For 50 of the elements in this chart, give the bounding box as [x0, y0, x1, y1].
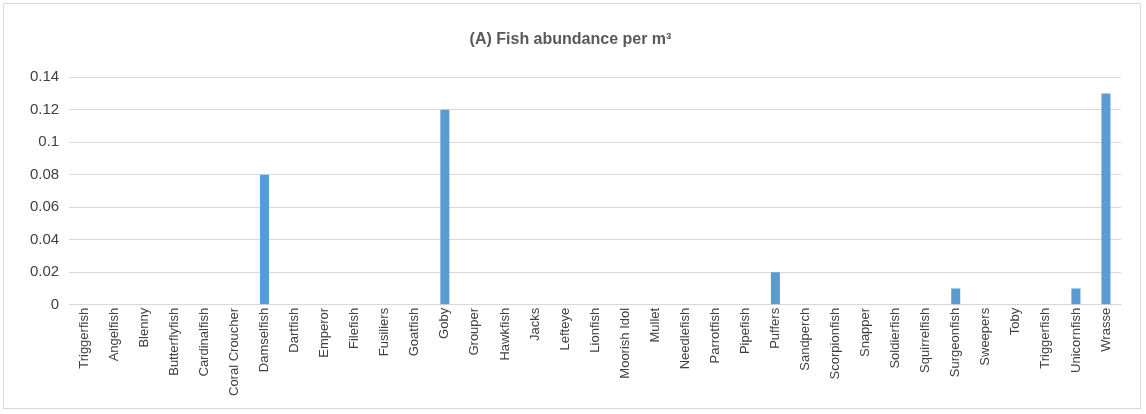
x-tick-label: Blenny [135, 307, 151, 348]
x-tick-label: Puffers [766, 307, 782, 349]
x-tick-label: Damselfish [256, 307, 272, 373]
chart-title: (A) Fish abundance per m³ [469, 30, 672, 48]
x-tick-label: Sweepers [977, 307, 993, 366]
x-tick-label: Fusiliers [376, 307, 392, 357]
x-tick-label: Triggerfish [75, 307, 91, 369]
x-tick-label: Goatfish [406, 307, 422, 357]
bar [951, 288, 961, 305]
x-tick-label: Squirrelfish [917, 307, 933, 373]
x-tick-label: Goby [436, 307, 452, 339]
x-tick-label: Sandperch [797, 307, 813, 371]
x-tick-label: Lefteye [556, 307, 572, 351]
x-tick-label: Surgeonfish [947, 307, 963, 378]
bar [260, 174, 270, 305]
x-tick-label: Unicornfish [1067, 307, 1083, 373]
y-tick-label: 0.1 [38, 132, 60, 150]
x-tick-label: Needlefish [676, 307, 692, 370]
x-tick-label: Lionfish [586, 307, 602, 353]
y-tick-label: 0.14 [29, 67, 60, 85]
x-tick-label: Emperor [316, 307, 332, 358]
x-tick-label: Snapper [857, 307, 873, 358]
bar [440, 109, 450, 305]
y-tick-label: 0.04 [29, 229, 60, 247]
x-tick-label: Jacks [526, 307, 542, 342]
x-tick-label: Parrotfish [706, 307, 722, 364]
bar [1071, 288, 1081, 305]
y-tick-label: 0.06 [29, 197, 60, 215]
x-tick-label: Coral Croucher [226, 307, 242, 397]
x-tick-label: Scorpionfish [827, 307, 843, 380]
x-tick-label: Triggerfish [1037, 307, 1053, 369]
x-tick-label: Grouper [466, 307, 482, 356]
x-tick-label: Angelfish [105, 307, 121, 362]
x-tick-label: Pipefish [736, 307, 752, 355]
bar [1101, 93, 1111, 305]
y-tick-label: 0.08 [29, 164, 60, 182]
x-tick-label: Moorish Idol [616, 307, 632, 379]
bar [770, 272, 780, 305]
x-tick-label: Mullet [646, 307, 662, 343]
x-tick-label: Butterflyfish [165, 307, 181, 376]
x-tick-label: Soldierfish [887, 307, 903, 369]
x-tick-label: Wrasse [1097, 307, 1113, 352]
x-tick-label: Toby [1007, 307, 1023, 336]
y-tick-label: 0.02 [29, 262, 60, 280]
y-tick-label: 0 [50, 295, 60, 312]
x-tick-label: Filefish [346, 307, 362, 350]
x-tick-label: Dartfish [286, 307, 302, 353]
y-tick-label: 0.12 [29, 99, 60, 117]
x-tick-label: Cardinalfish [196, 307, 211, 377]
x-tick-label: Hawkfish [496, 307, 512, 361]
